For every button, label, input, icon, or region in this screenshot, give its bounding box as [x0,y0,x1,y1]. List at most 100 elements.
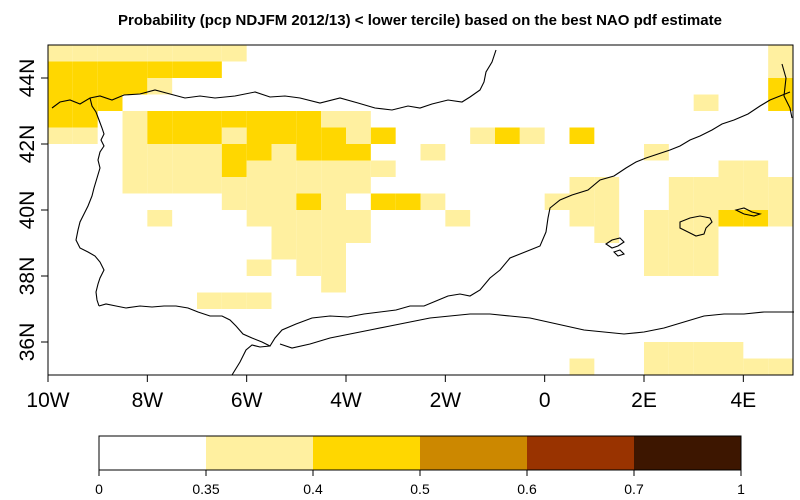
heatmap-cell [346,177,371,194]
heatmap-cells [48,45,793,375]
colorbar-tick-label: 1 [737,481,745,497]
heatmap-cell [370,160,396,177]
coastline-north [51,49,497,111]
coastline-south-west [98,91,791,347]
colorbar-swatch [420,436,527,470]
heatmap-cell [321,160,346,177]
y-tick-label: 38N [16,257,39,296]
heatmap-cell [271,177,297,194]
heatmap-cell [197,292,222,309]
coastline-corsica [781,63,793,119]
x-tick-label: 8W [132,389,164,412]
heatmap-cell [271,243,297,260]
heatmap-cell [718,342,744,359]
heatmap-cell [48,127,73,144]
heatmap-cell [122,111,148,128]
heatmap-cell [594,177,620,194]
heatmap-cell [644,358,669,375]
heatmap-cell [147,127,173,144]
island-ibiza [605,237,625,249]
heatmap-cell [221,127,247,144]
x-tick-label: 4E [730,389,756,412]
heatmap-cell [370,127,396,144]
heatmap-cell [743,177,769,194]
heatmap-cell [594,193,620,210]
heatmap-cell [172,144,197,161]
heatmap-cell [48,78,73,95]
heatmap-cell [48,94,73,111]
heatmap-cell [296,243,322,260]
heatmap-cell [172,177,197,194]
heatmap-cell [197,111,222,128]
heatmap-cell [271,193,297,210]
heatmap-cell [718,358,744,375]
heatmap-cell [48,45,73,62]
colorbar-tick-label: 0.7 [624,481,644,497]
heatmap-cell [321,193,346,210]
heatmap-cell [395,193,421,210]
heatmap-cell [569,193,595,210]
heatmap-cell [644,144,669,161]
heatmap-cell [668,226,694,243]
colorbar-swatch [313,436,420,470]
heatmap-cell [221,193,247,210]
heatmap-cell [519,127,545,144]
heatmap-cell [693,210,719,227]
coastlines [51,49,794,376]
island-mallorca [679,215,713,237]
heatmap-cell [693,193,719,210]
heatmap-cell [321,276,346,293]
heatmap-cell [296,144,322,161]
heatmap-cell [693,342,719,359]
heatmap-cell [420,144,446,161]
heatmap-cell [420,193,446,210]
colorbar-swatch [634,436,741,470]
heatmap-cell [743,210,769,227]
heatmap-cell [693,177,719,194]
heatmap-cell [246,144,272,161]
x-tick-label: 6W [231,389,263,412]
heatmap-cell [370,193,396,210]
y-tick-label: 42N [16,125,39,164]
heatmap-cell [768,78,793,95]
heatmap-cell [197,144,222,161]
heatmap-cell [594,226,620,243]
heatmap-cell [97,78,123,95]
heatmap-cell [569,127,595,144]
heatmap-cell [72,127,98,144]
island-menorca [734,207,762,217]
heatmap-cell [668,243,694,260]
heatmap-cell [246,127,272,144]
heatmap-cell [197,45,222,62]
heatmap-cell [271,210,297,227]
x-tick-label: 4W [330,389,362,412]
heatmap-cell [72,78,98,95]
heatmap-cell [147,45,173,62]
heatmap-cell [221,45,247,62]
island-formentera [612,249,626,257]
colorbar-tick-label: 0.35 [192,481,219,497]
y-tick-label: 44N [16,59,39,98]
colorbar: 0 0.35 0.4 0.5 0.6 0.7 1 [95,435,745,497]
heatmap-cell [122,127,148,144]
heatmap-cell [147,78,173,95]
heatmap-cell [594,210,620,227]
colorbar-swatch [527,436,634,470]
heatmap-cell [296,193,322,210]
heatmap-cell [346,160,371,177]
heatmap-cell [693,259,719,276]
heatmap-cell [569,177,595,194]
colorbar-swatch [99,436,206,470]
heatmap-cell [172,111,197,128]
heatmap-cell [122,160,148,177]
heatmap-cell [296,127,322,144]
heatmap-cell [668,259,694,276]
heatmap-cell [743,160,769,177]
heatmap-cell [296,259,322,276]
heatmap-cell [768,94,793,111]
heatmap-cell [346,127,371,144]
x-tick-label: 0 [539,389,551,412]
heatmap-cell [296,111,322,128]
heatmap-cell [246,210,272,227]
heatmap-cell [693,358,719,375]
